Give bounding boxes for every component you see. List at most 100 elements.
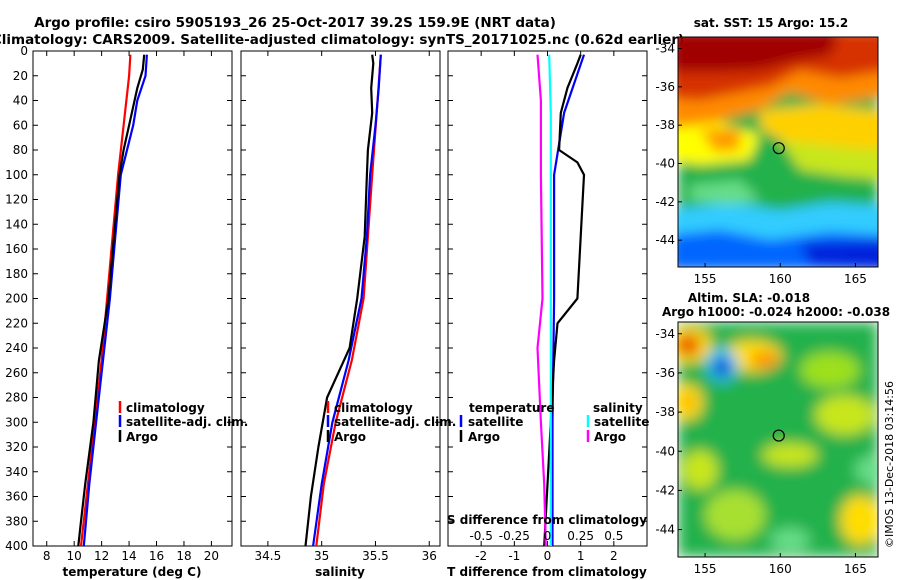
depth-axis-labels: 0 20 40 60 80 100 120 140 160 180 200 220 240 260 280 3… [5,44,28,553]
depth-tick-label: 200 [5,292,28,306]
depth-tick-label: 300 [5,415,28,429]
depth-tick-label: 20 [13,69,28,83]
series-line-argo [304,54,375,547]
s-difference-tick-labels: -0.5 -0.25 0 0.25 0.5 [469,529,623,543]
map-x-tick-label: 155 [694,272,717,286]
x-tick-label: 14 [121,549,136,563]
x-tick-label: 18 [176,549,191,563]
map-y-tick-label: -34 [655,327,675,341]
x-tick-label: 35.5 [362,549,389,563]
temperature-ticks: 8 10 12 14 16 18 20 [33,50,232,563]
map-x-tick-label: 165 [844,562,867,576]
depth-tick-label: 100 [5,168,28,182]
depth-tick-label: 40 [13,94,28,108]
x-tick-label: -2 [475,549,487,563]
sla-map-frame [677,321,879,558]
depth-tick-label: 160 [5,242,28,256]
legend-label-satellite: satellite-adj. clim. [334,415,456,429]
series-line-t-satellite [551,54,586,546]
legend-label-s-satellite: satellite [594,415,649,429]
legend-label-satellite: satellite-adj. clim. [126,415,248,429]
sst-argo-marker [772,142,785,155]
s-difference-label: S difference from climatology [447,513,647,527]
temperature-series [77,54,148,547]
depth-tick-label: 400 [5,539,28,553]
s-difference-tick-label: 0.25 [567,529,594,543]
map-y-tick-label: -40 [655,444,675,458]
map-y-tick-label: -42 [655,483,675,497]
x-tick-label: 36 [422,549,437,563]
temperature-x-label: temperature (deg C) [63,565,202,579]
depth-tick-label: 380 [5,514,28,528]
series-line-climatology [79,54,132,547]
x-tick-label: 2 [610,549,618,563]
series-line-s-satellite [548,54,552,546]
x-tick-label: 16 [149,549,164,563]
legend-label-argo: Argo [334,430,366,444]
x-tick-label: 34.5 [255,549,282,563]
title-line-1: Argo profile: csiro 5905193_26 25-Oct-20… [34,15,556,31]
timestamp: ©IMOS 13-Dec-2018 03:14:56 [883,381,896,548]
difference-legend: temperature satellite Argo salinity sate… [459,401,649,444]
sla-map-title-2: Argo h1000: -0.024 h2000: -0.038 [662,305,890,319]
depth-tick-label: 320 [5,440,28,454]
series-line-s-argo [536,54,547,547]
map-y-tick-label: -34 [655,42,675,56]
map-x-tick-label: 165 [844,272,867,286]
x-tick-label: 1 [577,549,585,563]
map-y-tick-label: -42 [655,195,675,209]
legend-label-argo: Argo [126,430,158,444]
depth-tick-label: 60 [13,118,28,132]
sla-map-title-1: Altim. SLA: -0.018 [688,291,810,305]
difference-panel: -2 -1 0 1 2 temperature satellite Argo salin… [447,50,649,579]
sla-heatmap [678,322,878,557]
sst-map-panel: sat. SST: 15 Argo: 15.2 155 160 165 -34 -36 -… [655,16,879,287]
map-y-tick-label: -40 [655,157,675,171]
x-tick-label: 12 [94,549,109,563]
salinity-legend: climatology satellite-adj. clim. Argo [326,401,456,444]
map-y-tick-label: -38 [655,405,675,419]
map-x-tick-label: 160 [769,562,792,576]
temperature-panel: 8 10 12 14 16 18 20 climatology satellite-adj.… [32,50,248,579]
depth-tick-label: 280 [5,391,28,405]
depth-tick-label: 340 [5,465,28,479]
depth-tick-label: 260 [5,366,28,380]
depth-tick-label: 240 [5,341,28,355]
legend-label-t-argo: Argo [468,430,500,444]
map-y-tick-label: -38 [655,118,675,132]
map-x-tick-label: 160 [769,272,792,286]
s-difference-tick-label: 0 [544,529,552,543]
x-tick-label: 8 [43,549,51,563]
depth-tick-label: 360 [5,490,28,504]
sst-map-title: sat. SST: 15 Argo: 15.2 [694,16,848,30]
depth-tick-label: 180 [5,267,28,281]
x-tick-label: 20 [204,549,219,563]
depth-tick-label: 220 [5,316,28,330]
salinity-panel: 34.5 35 35.5 36 climatology satellite-adj. … [240,50,456,579]
map-y-tick-label: -44 [655,523,675,537]
x-tick-label: -1 [508,549,520,563]
map-x-tick-label: 155 [694,562,717,576]
sla-argo-marker [772,429,785,442]
depth-tick-label: 80 [13,143,28,157]
salinity-ticks: 34.5 35 35.5 36 [241,50,440,563]
title-line-2: Climatology: CARS2009. Satellite-adjuste… [0,32,684,48]
depth-tick-label: 140 [5,217,28,231]
sst-heatmap [678,37,878,267]
salinity-series [304,54,382,547]
map-y-tick-label: -36 [655,366,675,380]
s-difference-tick-label: -0.5 [469,529,492,543]
x-tick-label: 35 [314,549,329,563]
map-y-tick-label: -44 [655,233,675,247]
sst-map-ticks: 155 160 165 -34 -36 -38 -40 -42 -44 [655,42,867,287]
legend-label-climatology: climatology [334,401,413,415]
legend-label-climatology: climatology [126,401,205,415]
depth-tick-label: 120 [5,193,28,207]
series-line-argo [77,54,146,547]
x-tick-label: 10 [67,549,82,563]
temperature-legend: climatology satellite-adj. clim. Argo [118,401,248,444]
legend-title-temperature: temperature [469,401,554,415]
sla-map-ticks: 155 160 165 -34 -36 -38 -40 -42 -44 [655,327,867,576]
depth-tick-label: 0 [20,44,28,58]
